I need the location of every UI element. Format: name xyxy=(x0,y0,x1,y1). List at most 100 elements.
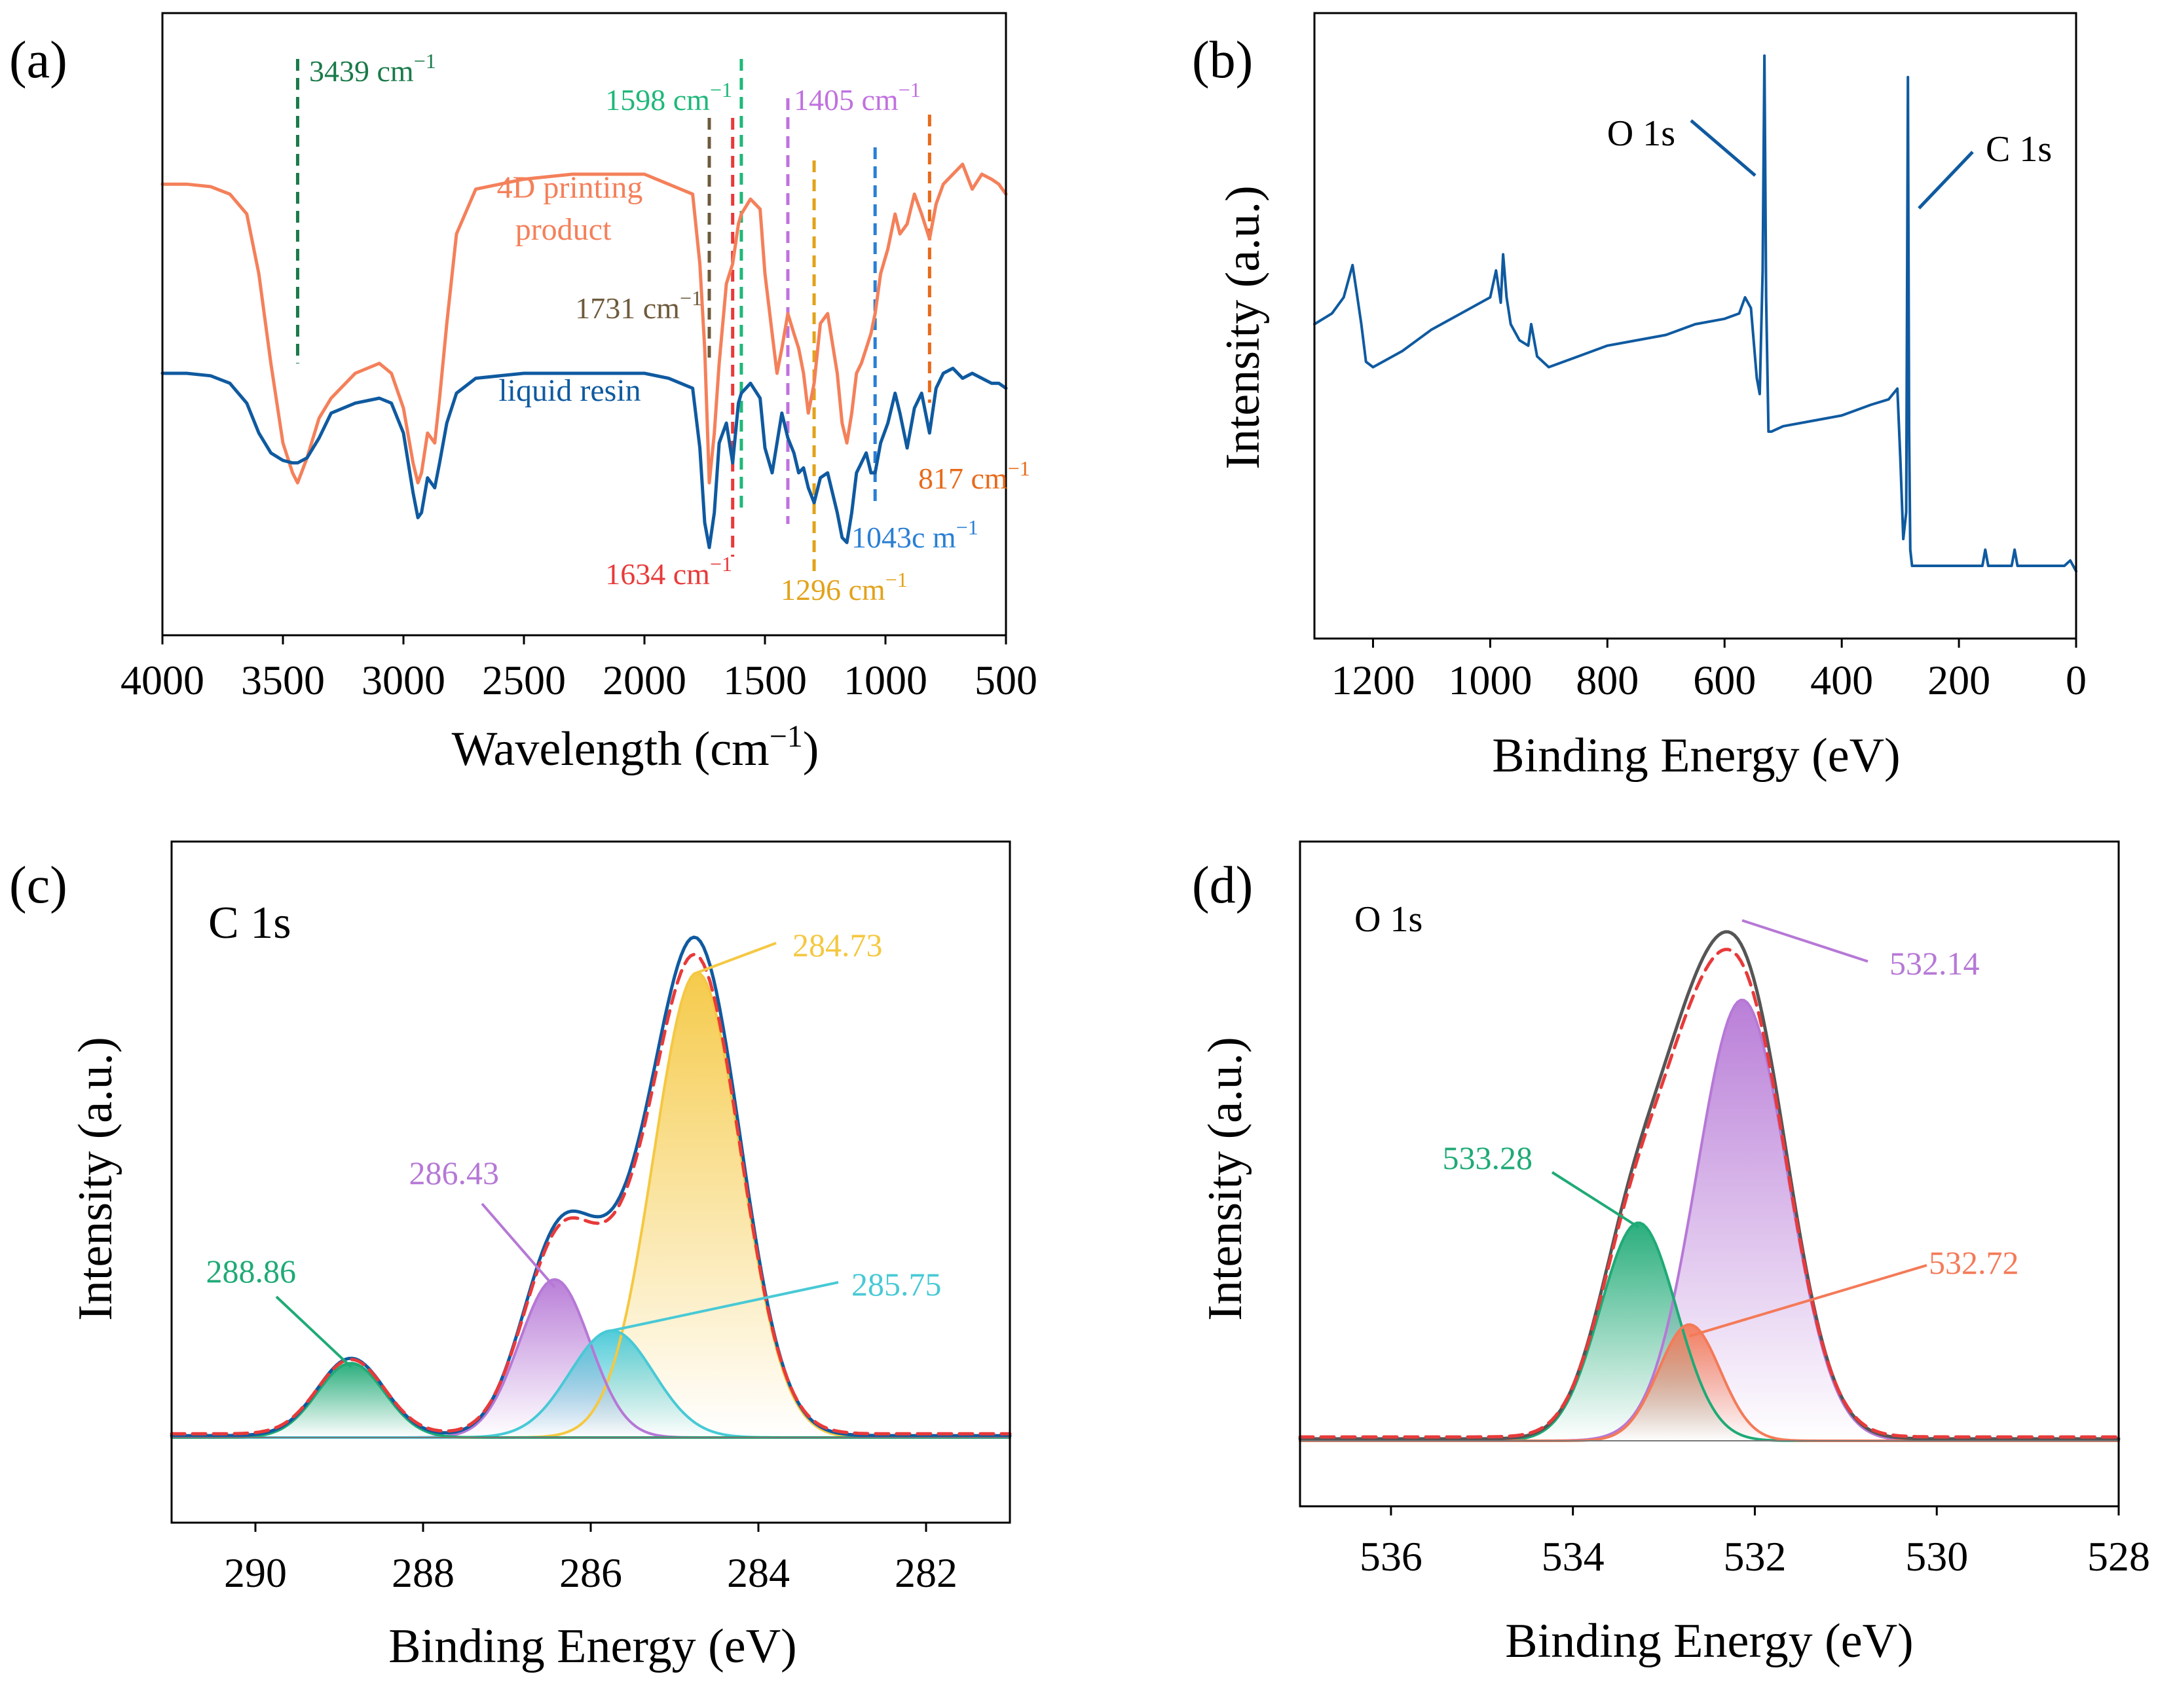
a-x-tick-label: 2500 xyxy=(482,657,566,703)
panel-c-label: (c) xyxy=(9,857,67,914)
d-peak-leaders: 532.14 533.28 532.72 xyxy=(1443,919,2019,1338)
c-x-axis-title: Binding Energy (eV) xyxy=(388,1620,796,1673)
a-marker-label-sup: −1 xyxy=(414,49,436,73)
b-c1s-leader xyxy=(1918,151,1974,210)
a-marker-label-sup: −1 xyxy=(680,286,702,310)
a-marker-lines xyxy=(295,59,931,573)
c-x-tick-label: 290 xyxy=(224,1550,287,1596)
a-marker-label-text: 1405 cm xyxy=(794,83,899,117)
b-x-tick-label: 400 xyxy=(1810,657,1873,703)
c-leader-286.43 xyxy=(481,1202,556,1288)
c-peak-label-286.43: 286.43 xyxy=(409,1155,500,1191)
b-o1s-label: O 1s xyxy=(1607,113,1675,154)
c-leader-288.86 xyxy=(275,1295,352,1368)
d-x-tick-label: 534 xyxy=(1542,1533,1605,1580)
b-plot-frame xyxy=(1313,12,2077,640)
d-x-tick-labels: 536 534 532 530 528 xyxy=(1360,1533,2150,1580)
d-y-axis-title: Intensity (a.u.) xyxy=(1199,1037,1252,1321)
c-x-ticks xyxy=(254,1523,927,1532)
d-peak-label-532.72: 532.72 xyxy=(1929,1244,2019,1281)
a-x-tick-label: 2000 xyxy=(603,657,686,703)
a-marker-label-sup: −1 xyxy=(710,78,732,102)
c-peak-label-285.75: 285.75 xyxy=(851,1266,942,1303)
c-y-axis-title: Intensity (a.u.) xyxy=(69,1037,122,1321)
c-leader-284.73 xyxy=(696,942,777,974)
a-marker-label: 817 cm−1 xyxy=(918,456,1030,495)
a-marker-label-text: 1043c m xyxy=(851,521,956,554)
b-survey-line xyxy=(1313,54,2077,573)
panel-b: (b) 1200 1000 800 600 400 200 0 Binding Energy… xyxy=(1192,12,2087,783)
c-fit-line xyxy=(170,952,1012,1436)
c-x-tick-label: 284 xyxy=(727,1550,790,1596)
a-product-label-line2: product xyxy=(515,212,612,247)
d-leader-532.72 xyxy=(1688,1264,1927,1338)
b-x-tick-label: 600 xyxy=(1693,657,1756,703)
c-x-tick-label: 288 xyxy=(392,1550,455,1596)
d-x-tick-label: 530 xyxy=(1905,1533,1968,1580)
c-leader-285.75 xyxy=(611,1281,839,1332)
c-fill-288.86 xyxy=(172,1363,1010,1438)
d-fit-line xyxy=(1298,948,2121,1439)
d-envelope-line xyxy=(1298,930,2121,1441)
d-x-tick-label: 532 xyxy=(1723,1533,1786,1580)
panel-d-label: (d) xyxy=(1192,857,1253,914)
b-x-tick-label: 800 xyxy=(1576,657,1639,703)
a-marker-label: 1405 cm−1 xyxy=(794,78,921,117)
b-x-axis-title: Binding Energy (eV) xyxy=(1492,729,1900,783)
panel-d: (d) O 1s 536 534 532 530 528 532.14533.28532… xyxy=(1192,840,2150,1668)
a-marker-label-text: 1296 cm xyxy=(781,573,885,606)
a-marker-label: 1296 cm−1 xyxy=(781,568,908,606)
c-peak-label-284.73: 284.73 xyxy=(792,927,883,963)
d-x-tick-label: 528 xyxy=(2087,1533,2150,1580)
panel-b-label: (b) xyxy=(1192,31,1253,89)
d-leader-532.14 xyxy=(1741,919,1868,963)
b-o1s-leader xyxy=(1690,119,1757,177)
a-marker-label-sup: −1 xyxy=(885,568,908,591)
c-x-tick-label: 286 xyxy=(559,1550,622,1596)
a-marker-label-text: 3439 cm xyxy=(309,54,414,88)
a-marker-label-sup: −1 xyxy=(710,552,732,576)
b-x-ticks xyxy=(1371,639,2077,648)
a-marker-label-text: 1634 cm xyxy=(605,557,710,591)
a-x-ticks xyxy=(161,635,1007,644)
a-marker-label-sup: −1 xyxy=(899,78,921,102)
a-marker-label-sup: −1 xyxy=(1008,456,1030,480)
c-peak-leaders: 284.73 286.43 285.75 288.86 xyxy=(206,927,942,1368)
d-inner-title: O 1s xyxy=(1354,899,1422,940)
c-x-tick-labels: 290 288 286 284 282 xyxy=(224,1550,957,1596)
a-resin-label: liquid resin xyxy=(498,373,641,408)
a-marker-label: 1731 cm−1 xyxy=(575,286,702,325)
a-marker-label: 3439 cm−1 xyxy=(309,49,436,88)
d-x-ticks xyxy=(1390,1506,2120,1515)
a-marker-label-text: 1731 cm xyxy=(575,291,680,325)
c-peak-label-288.86: 288.86 xyxy=(206,1253,297,1290)
a-x-tick-label: 4000 xyxy=(121,657,204,703)
a-x-tick-label: 500 xyxy=(975,657,1037,703)
a-x-tick-label: 1000 xyxy=(844,657,927,703)
a-x-tick-label: 3000 xyxy=(362,657,445,703)
a-resin-line xyxy=(160,366,1008,549)
d-component-fills xyxy=(1300,999,2119,1441)
b-series xyxy=(1313,54,2077,573)
c-inner-title: C 1s xyxy=(208,898,291,948)
a-marker-label: 1634 cm−1 xyxy=(605,552,732,591)
c-x-tick-label: 282 xyxy=(895,1550,957,1596)
c-component-fills xyxy=(172,973,1010,1438)
b-x-tick-label: 200 xyxy=(1927,657,1990,703)
a-x-tick-label: 3500 xyxy=(241,657,325,703)
d-peak-label-533.28: 533.28 xyxy=(1443,1140,1533,1176)
d-x-axis-title: Binding Energy (eV) xyxy=(1505,1614,1913,1668)
d-x-tick-label: 536 xyxy=(1360,1533,1422,1580)
a-series xyxy=(160,162,1008,549)
a-x-tick-label: 1500 xyxy=(723,657,807,703)
a-x-tick-labels: 4000 3500 3000 2500 2000 1500 1000 500 xyxy=(121,657,1037,703)
a-marker-label-text: 1598 cm xyxy=(605,83,710,117)
d-plot-frame xyxy=(1299,840,2120,1508)
a-marker-label: 1043c m−1 xyxy=(851,515,978,554)
b-x-tick-label: 0 xyxy=(2066,657,2087,703)
b-x-tick-label: 1200 xyxy=(1331,657,1415,703)
b-x-tick-label: 1000 xyxy=(1448,657,1532,703)
a-product-label-line1: 4D printing xyxy=(497,170,643,205)
